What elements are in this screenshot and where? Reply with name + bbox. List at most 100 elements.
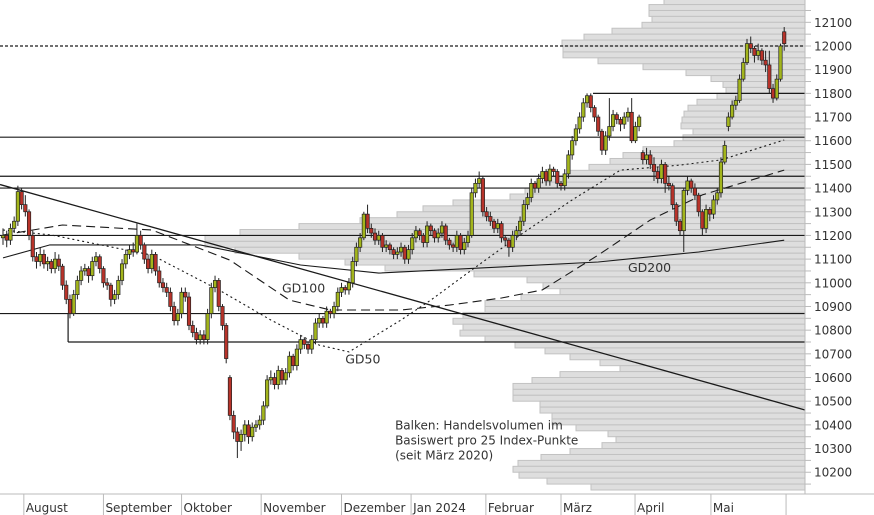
volume-bar: [685, 69, 806, 77]
candle-body: [201, 334, 206, 340]
candle-body: [12, 220, 17, 229]
volume-bar: [520, 294, 806, 302]
candle-body: [495, 223, 500, 229]
candle-body: [335, 291, 340, 307]
candle-body: [521, 204, 526, 222]
volume-bar: [681, 116, 806, 124]
candle: [153, 252, 158, 276]
volume-bar: [722, 81, 806, 88]
volume-bar: [597, 57, 806, 65]
candle: [261, 401, 266, 425]
candle-body: [488, 216, 493, 222]
volume-bar: [539, 406, 806, 414]
candle: [220, 304, 225, 331]
volume-bar: [518, 471, 806, 479]
candle: [231, 410, 236, 440]
y-tick-label: 11600: [814, 134, 852, 148]
candle: [227, 375, 232, 421]
candle: [175, 308, 180, 326]
candle-body: [287, 355, 292, 374]
candle: [718, 157, 724, 198]
candle: [302, 337, 307, 350]
candle-body: [637, 116, 642, 127]
volume-bar: [512, 388, 806, 396]
candle: [540, 166, 545, 184]
candle: [246, 420, 251, 444]
candle: [726, 112, 731, 132]
candle: [79, 266, 84, 286]
candle: [704, 204, 709, 234]
candle: [536, 173, 541, 193]
x-tick-label: August: [26, 501, 68, 515]
candle-body: [387, 244, 392, 250]
candle-body: [506, 239, 511, 248]
candle-body: [391, 249, 396, 255]
y-tick-label: 10200: [814, 466, 852, 480]
candle-body: [421, 235, 426, 243]
candle-body: [212, 280, 218, 288]
candle: [570, 135, 575, 160]
candle-body: [172, 306, 177, 322]
candle-body: [60, 265, 65, 286]
y-tick-label: 11700: [814, 111, 852, 125]
candle-body: [19, 191, 24, 206]
volume-bar: [615, 436, 806, 444]
volume-bar: [539, 400, 806, 408]
candle: [317, 313, 322, 328]
candle: [722, 140, 727, 165]
candle: [19, 188, 24, 210]
candle-body: [194, 332, 199, 340]
candle: [551, 166, 556, 177]
y-tick-label: 11000: [814, 276, 852, 290]
candle: [555, 169, 560, 189]
volume-bar: [607, 430, 806, 438]
candle: [514, 225, 519, 241]
volume-bar: [452, 317, 806, 325]
candle-body: [34, 256, 39, 262]
candle-body: [655, 171, 660, 179]
candle-body: [279, 370, 285, 381]
candle-body: [711, 199, 716, 215]
candle: [335, 287, 340, 312]
candle: [119, 259, 125, 286]
candle: [64, 280, 69, 305]
candle: [250, 422, 255, 442]
candle: [759, 48, 764, 65]
volume-bar: [648, 4, 806, 11]
candle: [410, 233, 415, 255]
candle-body: [462, 242, 467, 250]
candle: [186, 292, 192, 331]
candle-body: [339, 287, 344, 293]
candle-body: [358, 237, 363, 248]
candle: [436, 228, 441, 243]
candle-body: [518, 220, 523, 232]
candle-body: [633, 126, 638, 142]
candle: [235, 427, 240, 459]
candle-body: [782, 31, 787, 44]
y-tick-label: 11400: [814, 182, 852, 196]
candle-body: [235, 431, 240, 442]
candle: [588, 93, 593, 113]
candle: [469, 188, 474, 238]
candle-body: [726, 116, 731, 127]
candle-body: [45, 261, 50, 265]
volume-bar: [531, 377, 806, 384]
candle-body: [562, 173, 567, 187]
candle: [614, 112, 619, 125]
candle-body: [499, 223, 504, 239]
candle-body: [384, 244, 389, 248]
candle-body: [309, 339, 314, 350]
volume-bar: [298, 252, 806, 260]
candle-body: [41, 254, 46, 265]
candle: [272, 372, 277, 390]
candle: [279, 368, 285, 385]
candle-body: [451, 244, 456, 248]
candle: [499, 221, 504, 243]
candle-body: [272, 377, 277, 385]
candle-body: [525, 197, 530, 206]
candle-body: [146, 258, 151, 269]
x-tick-label: Mai: [713, 501, 734, 515]
candle: [447, 237, 452, 250]
